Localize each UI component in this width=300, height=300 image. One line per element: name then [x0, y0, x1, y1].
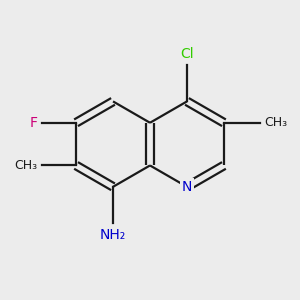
Text: CH₃: CH₃ [14, 159, 38, 172]
Text: F: F [29, 116, 38, 130]
Text: Cl: Cl [180, 47, 194, 61]
Text: N: N [182, 180, 192, 194]
Text: NH₂: NH₂ [100, 227, 126, 242]
Text: CH₃: CH₃ [265, 116, 288, 129]
